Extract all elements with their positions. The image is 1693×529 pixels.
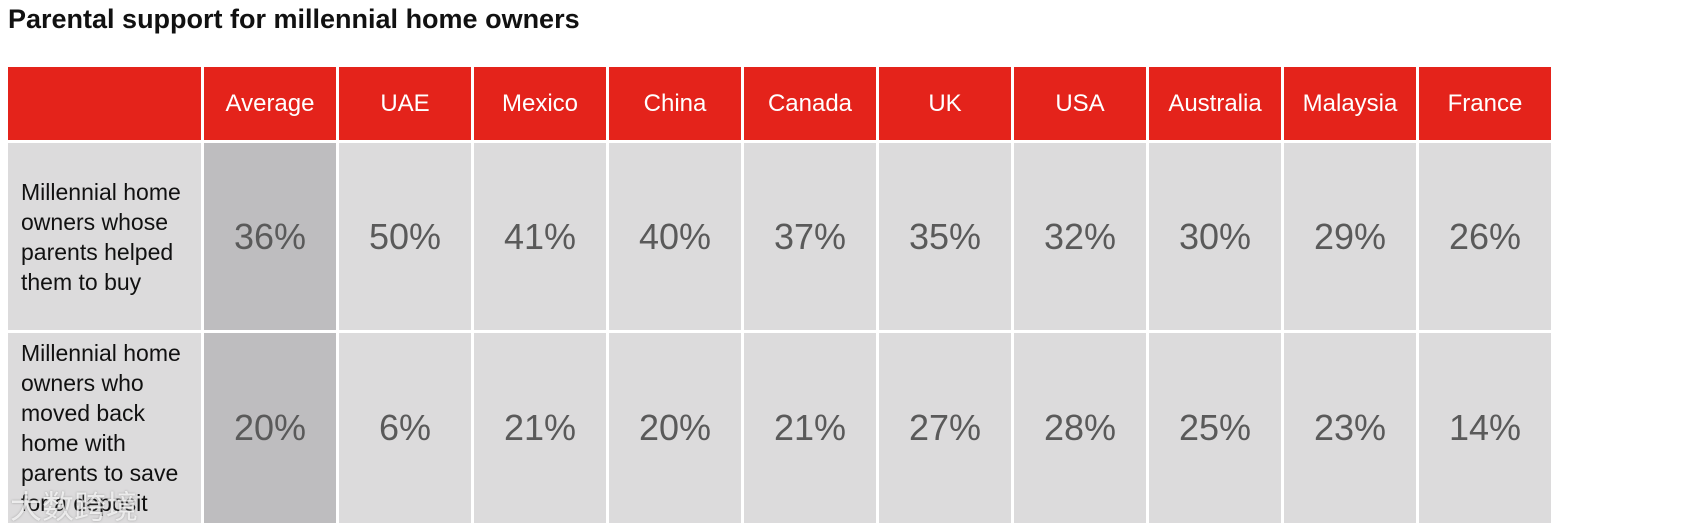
value-cell: 40% xyxy=(609,143,741,330)
value-cell: 21% xyxy=(744,333,876,523)
row-label: Millennial home owners whose parents hel… xyxy=(8,143,201,330)
page-title: Parental support for millennial home own… xyxy=(8,4,580,34)
column-header: UK xyxy=(879,67,1011,140)
value-cell: 37% xyxy=(744,143,876,330)
value-cell-average: 36% xyxy=(204,143,336,330)
value-cell: 20% xyxy=(609,333,741,523)
value-cell: 6% xyxy=(339,333,471,523)
value-cell: 23% xyxy=(1284,333,1416,523)
column-header: France xyxy=(1419,67,1551,140)
value-cell: 50% xyxy=(339,143,471,330)
value-cell: 14% xyxy=(1419,333,1551,523)
value-cell: 26% xyxy=(1419,143,1551,330)
row-label: Millennial home owners who moved back ho… xyxy=(8,333,201,523)
header-row: Average UAE Mexico China Canada UK USA A… xyxy=(8,67,1551,140)
value-cell: 32% xyxy=(1014,143,1146,330)
value-cell: 35% xyxy=(879,143,1011,330)
column-header: Canada xyxy=(744,67,876,140)
value-cell: 21% xyxy=(474,333,606,523)
column-header: Malaysia xyxy=(1284,67,1416,140)
column-header: Australia xyxy=(1149,67,1281,140)
column-header: USA xyxy=(1014,67,1146,140)
value-cell: 28% xyxy=(1014,333,1146,523)
data-table: Average UAE Mexico China Canada UK USA A… xyxy=(5,64,1554,526)
table-row: Millennial home owners whose parents hel… xyxy=(8,143,1551,330)
value-cell: 41% xyxy=(474,143,606,330)
column-header: UAE xyxy=(339,67,471,140)
header-corner xyxy=(8,67,201,140)
value-cell: 29% xyxy=(1284,143,1416,330)
value-cell-average: 20% xyxy=(204,333,336,523)
value-cell: 30% xyxy=(1149,143,1281,330)
table-row: Millennial home owners who moved back ho… xyxy=(8,333,1551,523)
value-cell: 27% xyxy=(879,333,1011,523)
column-header: Average xyxy=(204,67,336,140)
column-header: Mexico xyxy=(474,67,606,140)
column-header: China xyxy=(609,67,741,140)
value-cell: 25% xyxy=(1149,333,1281,523)
